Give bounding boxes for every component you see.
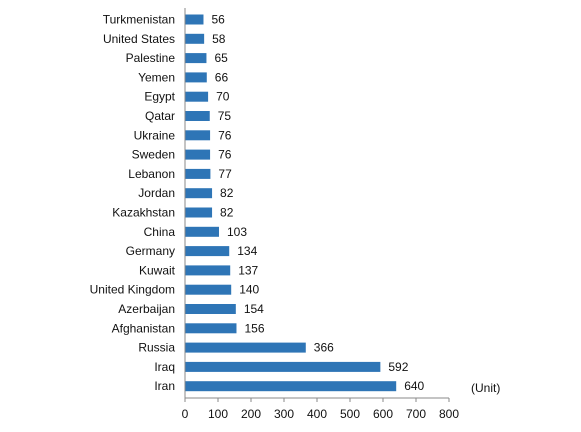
bar-iran xyxy=(185,381,397,392)
value-label: 77 xyxy=(218,167,232,181)
bar-afghanistan xyxy=(185,323,237,334)
value-label: 58 xyxy=(212,32,226,46)
value-label: 137 xyxy=(238,263,258,277)
value-label: 134 xyxy=(237,244,257,258)
value-label: 56 xyxy=(211,13,225,27)
value-label: 140 xyxy=(239,283,259,297)
x-tick-label: 500 xyxy=(340,407,360,421)
value-label: 82 xyxy=(220,186,234,200)
category-label: Palestine xyxy=(126,51,176,65)
category-label: Iraq xyxy=(154,360,175,374)
bar-russia xyxy=(185,342,306,353)
x-tick-label: 100 xyxy=(208,407,228,421)
value-label: 66 xyxy=(215,70,229,84)
category-label: Yemen xyxy=(138,70,175,84)
x-tick-marks xyxy=(184,398,450,402)
value-label: 366 xyxy=(314,341,334,355)
value-labels: 56 58 65 66 70 75 76 76 77 82 82 103 134 137 140 154 156… xyxy=(211,13,424,394)
value-label: 82 xyxy=(220,206,234,220)
value-label: 65 xyxy=(214,51,228,65)
value-label: 592 xyxy=(388,360,408,374)
bar-palestine xyxy=(185,53,207,64)
x-tick-label: 200 xyxy=(241,407,261,421)
category-label: Egypt xyxy=(144,90,175,104)
bar-iraq xyxy=(185,361,381,372)
category-label: United States xyxy=(103,32,175,46)
value-label: 76 xyxy=(218,148,232,162)
value-label: 640 xyxy=(404,379,424,393)
bar-united-kingdom xyxy=(185,284,232,295)
category-label: China xyxy=(144,225,176,239)
bar-qatar xyxy=(185,111,210,121)
bar-kazakhstan xyxy=(185,207,213,218)
x-tick-label: 300 xyxy=(274,407,294,421)
bar-lebanon xyxy=(185,168,211,179)
category-label: Turkmenistan xyxy=(103,13,175,27)
value-label: 103 xyxy=(227,225,247,239)
category-label: Qatar xyxy=(145,109,175,123)
bar-jordan xyxy=(185,188,213,199)
bar-egypt xyxy=(185,91,209,102)
x-tick-label: 0 xyxy=(182,407,189,421)
category-label: Germany xyxy=(126,244,175,258)
value-label: 76 xyxy=(218,128,232,142)
value-label: 156 xyxy=(244,321,264,335)
category-label: Jordan xyxy=(138,186,175,200)
category-labels: Turkmenistan United States Palestine Yemen E… xyxy=(90,13,176,394)
bar-germany xyxy=(185,246,230,257)
bar-azerbaijan xyxy=(185,304,236,314)
category-label: United Kingdom xyxy=(90,283,175,297)
bar-yemen xyxy=(185,72,207,83)
bar-ukraine xyxy=(185,130,211,141)
category-label: Ukraine xyxy=(134,128,176,142)
x-tick-labels: 0 100 200 300 400 500 600 700 800 xyxy=(182,407,460,421)
x-tick-label: 800 xyxy=(439,407,459,421)
category-label: Lebanon xyxy=(128,167,175,181)
x-tick-label: 700 xyxy=(406,407,426,421)
bar-turkmenistan xyxy=(185,14,204,25)
category-label: Russia xyxy=(138,341,175,355)
category-label: Azerbaijan xyxy=(118,302,175,316)
unit-label: (Unit) xyxy=(471,381,500,395)
value-label: 154 xyxy=(244,302,264,316)
bar-sweden xyxy=(185,149,211,160)
bar-united-states xyxy=(185,33,205,44)
category-label: Iran xyxy=(154,379,175,393)
category-label: Kazakhstan xyxy=(112,206,175,220)
bars-layer xyxy=(184,8,397,398)
bar-china xyxy=(185,226,219,237)
bar-kuwait xyxy=(185,265,231,276)
category-label: Kuwait xyxy=(139,263,176,277)
category-label: Sweden xyxy=(132,148,175,162)
x-tick-label: 400 xyxy=(307,407,327,421)
value-label: 75 xyxy=(218,109,232,123)
x-tick-label: 600 xyxy=(373,407,393,421)
value-label: 70 xyxy=(216,90,230,104)
category-label: Afghanistan xyxy=(112,321,175,335)
